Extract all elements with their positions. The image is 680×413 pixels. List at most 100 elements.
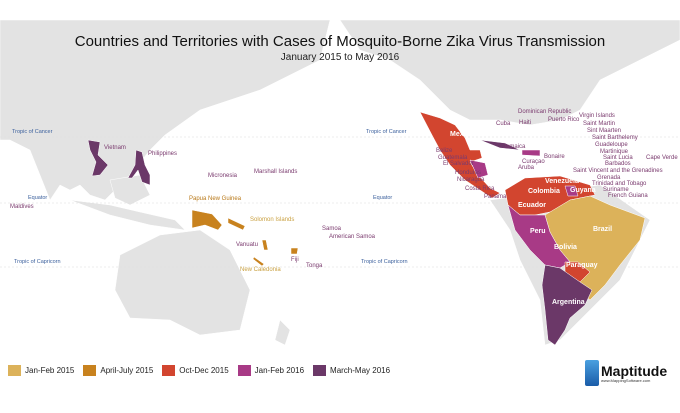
legend-swatch: [237, 365, 251, 376]
label-saint-lucia: Saint Lucia: [603, 155, 633, 161]
label-american-samoa: American Samoa: [329, 234, 376, 240]
label-solomon-islands: Solomon Islands: [250, 217, 295, 223]
label-dominican-republic: Dominican Republic: [518, 109, 572, 115]
label-guyana: Guyana: [570, 187, 596, 194]
solomon-shape: [227, 217, 246, 231]
label-trinidad-and-tobago: Trinidad and Tobago: [592, 181, 647, 187]
label-honduras: Honduras: [455, 170, 482, 176]
maptitude-logo-icon: [585, 360, 599, 386]
label-puerto-rico: Puerto Rico: [548, 117, 580, 123]
label-peru: Peru: [530, 228, 546, 235]
legend-item: Oct-Dec 2015: [162, 365, 229, 376]
label-belize: Belize: [436, 148, 453, 154]
legend-swatch: [8, 365, 21, 376]
label-vanuatu: Vanuatu: [236, 242, 258, 248]
vanuatu-shape: [261, 239, 269, 251]
label-saint-martin: Saint Martin: [583, 121, 616, 127]
label-venezuela: Venezuela: [545, 178, 579, 185]
land-nz: [274, 319, 291, 346]
label-grenada: Grenada: [597, 175, 621, 181]
label-new-caledonia: New Caledonia: [240, 267, 281, 273]
label-colombia: Colombia: [528, 188, 560, 195]
land-borneo: [109, 174, 151, 206]
legend-label: Oct-Dec 2015: [179, 366, 229, 375]
fiji-shape: [290, 247, 299, 255]
legend-swatch: [162, 365, 176, 376]
label-curacao: Curaçao: [522, 159, 545, 165]
map-subtitle: January 2015 to May 2016: [280, 52, 400, 63]
label-nicaragua: Nicaragua: [457, 177, 485, 183]
label-panama: Panama: [484, 194, 507, 200]
philippines-shape: [127, 149, 151, 186]
label-aruba: Aruba: [518, 165, 535, 171]
legend-label: April-July 2015: [100, 366, 154, 375]
label-martinique: Martinique: [600, 149, 629, 155]
label-papua-new-guinea: Papua New Guinea: [189, 196, 242, 202]
label-vietnam: Vietnam: [104, 145, 126, 151]
label-samoa: Samoa: [322, 226, 342, 232]
legend-label: March-May 2016: [330, 366, 391, 375]
label-brazil: Brazil: [593, 226, 613, 233]
label-tonga: Tonga: [306, 263, 323, 269]
label-argentina: Argentina: [552, 299, 585, 306]
label-guatemala: Guatemala: [438, 155, 468, 161]
label-philippines: Philippines: [148, 151, 178, 157]
argentina-shape: [541, 264, 593, 346]
label-costa-rica: Costa Rica: [465, 186, 495, 192]
cuba-shape: [479, 139, 521, 151]
png-shape: [191, 209, 223, 231]
legend-label: Jan-Feb 2015: [25, 366, 75, 375]
label-ecuador: Ecuador: [518, 202, 547, 209]
label-suriname: Suriname: [603, 187, 629, 193]
legend-swatch: [313, 365, 327, 376]
label-jamaica: Jamaica: [503, 144, 526, 150]
logo-url: www.MappingSoftware.com: [601, 377, 651, 383]
label-virgin-islands: Virgin Islands: [579, 113, 615, 119]
legend-swatch: [83, 365, 97, 376]
label-cuba: Cuba: [496, 121, 511, 127]
map-title: Countries and Territories with Cases of …: [74, 33, 606, 50]
equator-label: Equator: [28, 195, 48, 201]
legend: Jan-Feb 2015 April-July 2015 Oct-Dec 201…: [8, 365, 390, 376]
land-indonesia: [69, 199, 186, 231]
legend-item: March-May 2016: [313, 365, 390, 376]
land-australia: [114, 229, 251, 336]
label-marshall-islands: Marshall Islands: [254, 169, 298, 175]
logo-name: Maptitude: [601, 362, 668, 379]
guyana-shape: [564, 185, 579, 197]
label-saint-vincent: Saint Vincent and the Grenadines: [572, 168, 664, 174]
equator-label: Equator: [373, 195, 393, 201]
legend-item: Jan-Feb 2015: [8, 365, 74, 376]
new-caledonia-shape: [252, 256, 265, 267]
label-micronesia: Micronesia: [208, 173, 238, 179]
tropic-of-capricorn-label: Tropic of Capricorn: [14, 259, 61, 265]
label-fiji: Fiji: [291, 257, 299, 263]
label-el-salvador: El Salvador: [443, 161, 474, 167]
maptitude-logo: Maptitude www.MappingSoftware.com: [585, 360, 667, 386]
tropic-of-capricorn-label: Tropic of Capricorn: [361, 259, 408, 265]
label-bonaire: Bonaire: [544, 154, 565, 160]
honduras-nicaragua-shape: [469, 159, 489, 179]
vietnam-shape: [87, 139, 109, 177]
tropic-of-cancer-label: Tropic of Cancer: [366, 129, 407, 135]
label-french-guiana: French Guiana: [608, 193, 648, 199]
label-bolivia: Bolivia: [554, 244, 577, 251]
land-asia: [0, 19, 331, 201]
hispaniola-shape: [521, 149, 541, 157]
label-saint-barthelemy: Saint Barthelemy: [592, 135, 638, 141]
label-cape-verde: Cape Verde: [646, 155, 678, 161]
label-haiti: Haiti: [519, 120, 532, 126]
legend-label: Jan-Feb 2016: [254, 366, 305, 375]
legend-item: April-July 2015: [83, 365, 153, 376]
label-maldives: Maldives: [10, 204, 34, 210]
mexico-central-america-shape: [419, 111, 501, 199]
label-guadeloupe: Guadeloupe: [595, 142, 628, 148]
label-mexico: Mexico: [450, 131, 474, 138]
label-barbados: Barbados: [605, 161, 631, 167]
tropic-of-cancer-label: Tropic of Cancer: [12, 129, 53, 135]
label-sint-maarten: Sint Maarten: [587, 128, 622, 134]
land-north-america: [339, 19, 680, 126]
legend-item: Jan-Feb 2016: [237, 365, 305, 376]
label-paraguay: Paraguay: [566, 262, 598, 269]
